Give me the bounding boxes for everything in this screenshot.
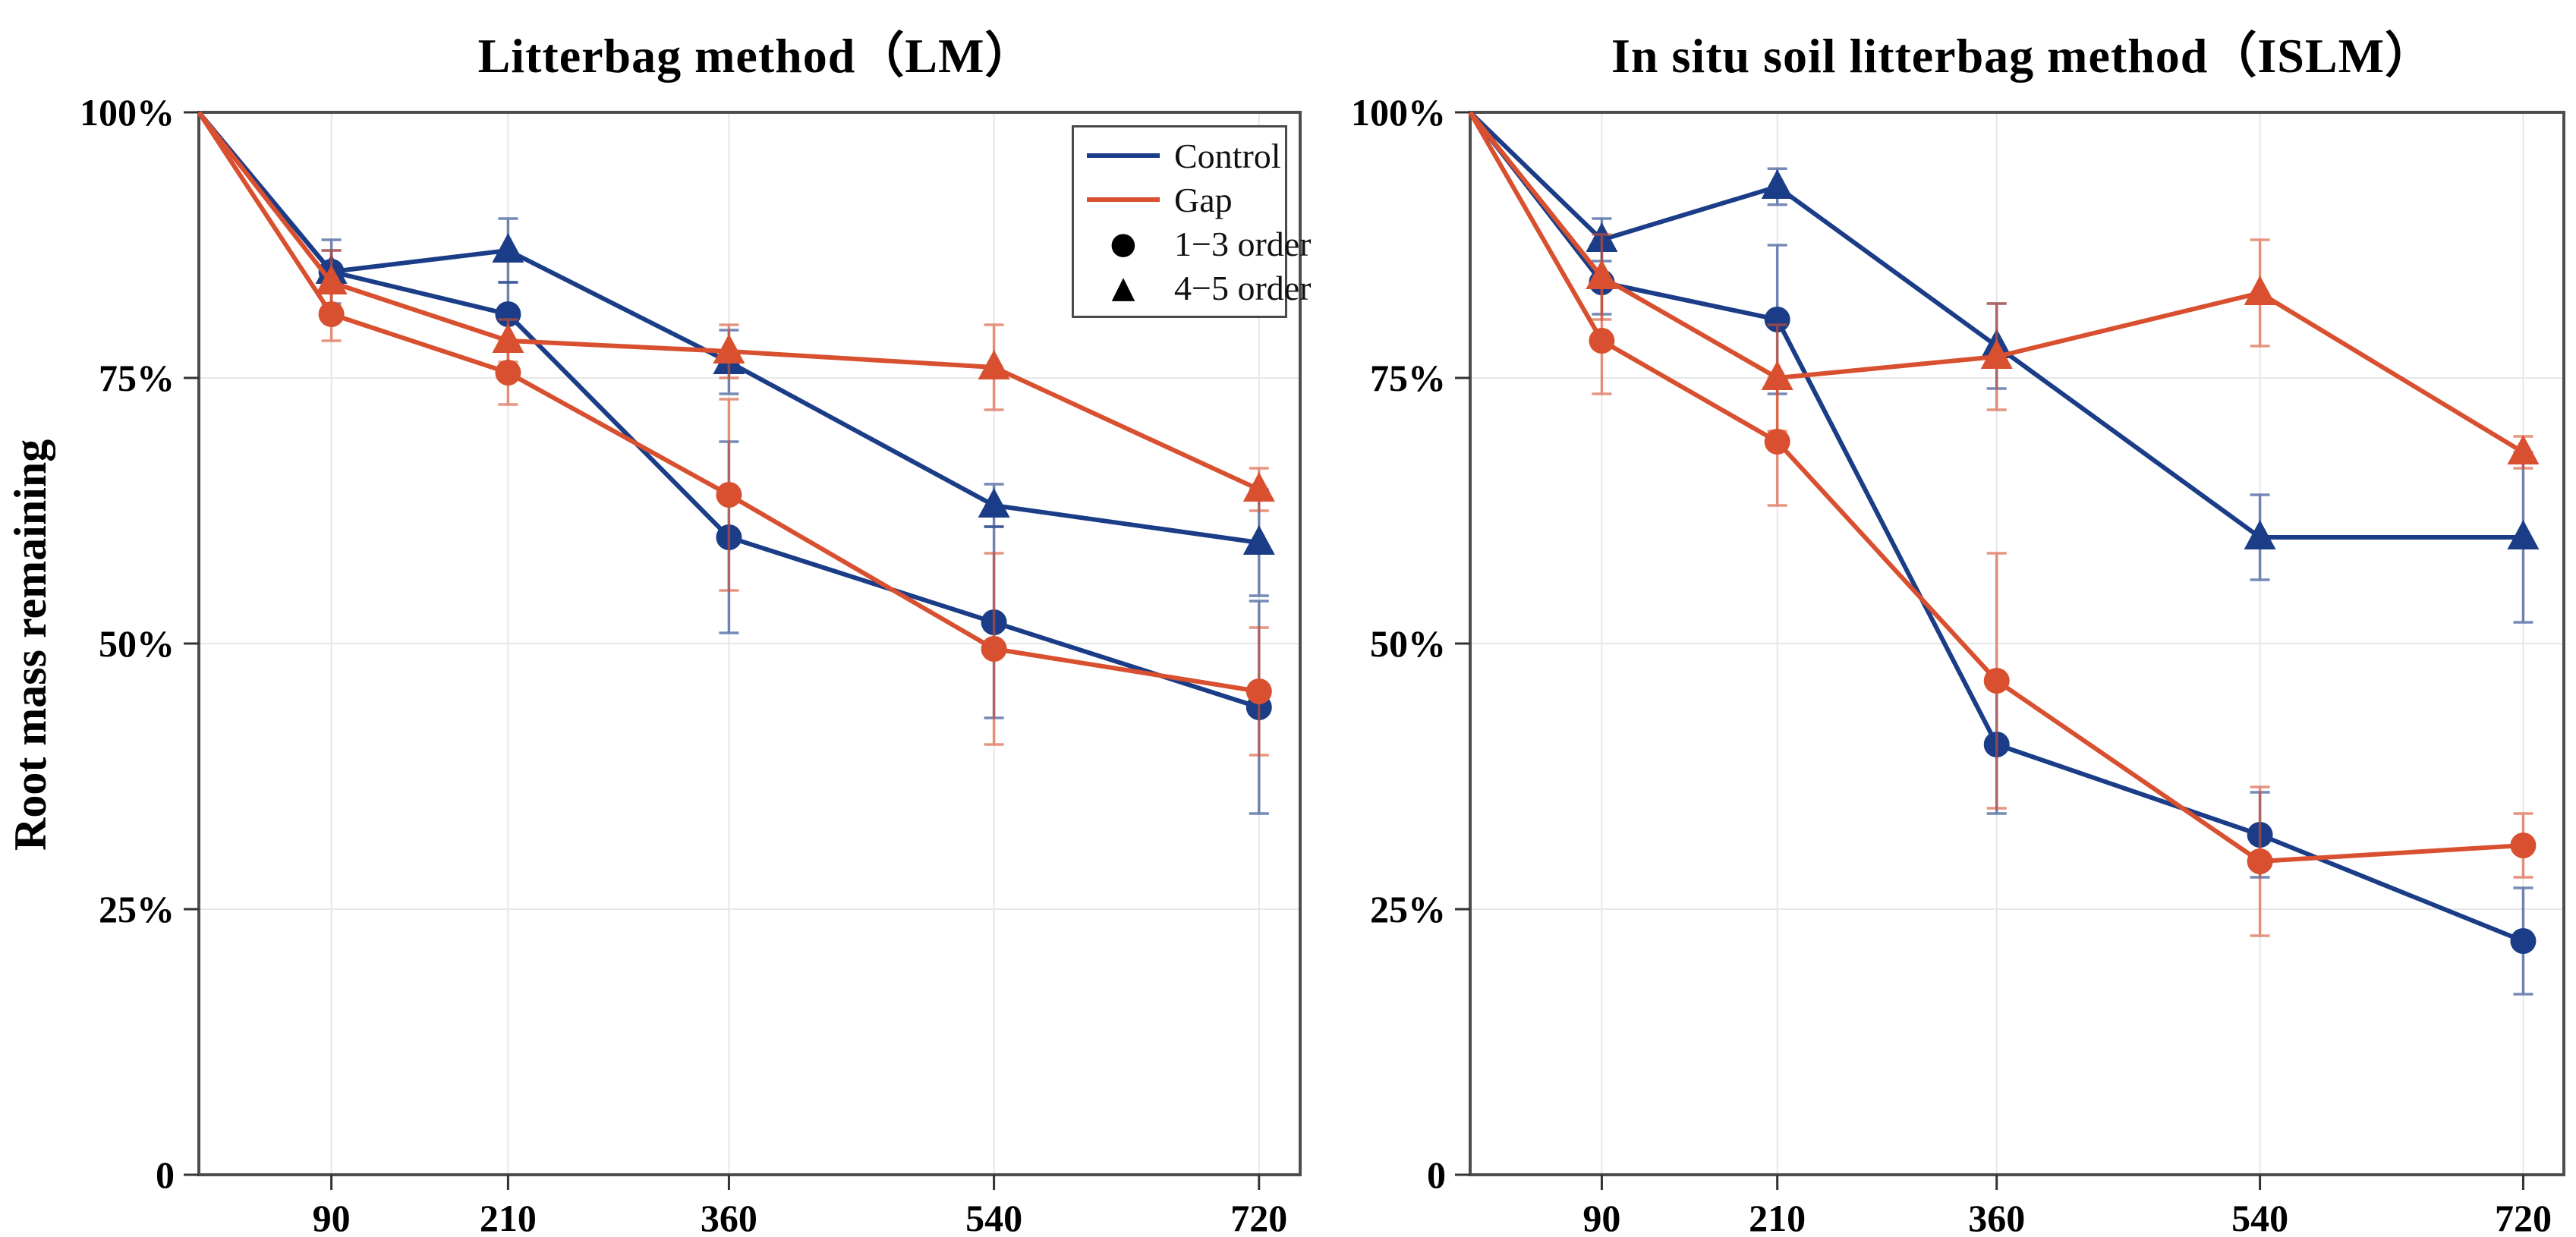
x-tick-label: 90: [1582, 1197, 1620, 1237]
data-point-circle: [1589, 328, 1615, 354]
x-tick-label: 210: [1749, 1197, 1806, 1237]
series-line: [197, 111, 1260, 694]
data-point-circle: [981, 636, 1007, 662]
data-point-circle: [716, 482, 742, 508]
series-line: [1468, 110, 2524, 540]
data-point-triangle: [2244, 520, 2276, 549]
data-point-circle: [495, 360, 521, 386]
data-point-triangle: [1242, 472, 1275, 502]
legend-box: Control Gap ● 1−3 order ▲ 4−5 order: [1072, 125, 1312, 318]
legend-item-gap: Gap: [1085, 178, 1280, 221]
series-line: [1468, 111, 2524, 943]
y-tick-label: 0: [1427, 1154, 1446, 1196]
series-line: [197, 111, 1260, 545]
legend-item-order13: ● 1−3 order: [1085, 222, 1312, 265]
y-tick-label: 100%: [1351, 91, 1446, 134]
data-point-circle: [1764, 429, 1790, 455]
y-tick-label: 100%: [80, 91, 175, 134]
y-tick-label: 75%: [1370, 357, 1446, 399]
data-point-triangle: [2507, 435, 2540, 464]
circle-marker-icon: ●: [1110, 226, 1137, 261]
data-point-triangle: [1761, 360, 1793, 390]
x-tick-label: 720: [2495, 1197, 2552, 1237]
y-tick-label: 50%: [99, 622, 175, 665]
x-tick-label: 360: [701, 1197, 757, 1237]
triangle-marker-icon: ▲: [1111, 270, 1135, 305]
data-point-circle: [2247, 848, 2273, 874]
x-tick-label: 720: [1230, 1197, 1287, 1237]
data-point-triangle: [1242, 525, 1275, 555]
data-point-triangle: [978, 488, 1010, 518]
chart-panel: 100% 75% 50% 25% 0 90 210 360 540 720: [80, 91, 1302, 1237]
series-line: [1468, 111, 2524, 455]
y-tick-label: 25%: [99, 888, 175, 930]
panel-title-islm: In situ soil litterbag method（ISLM）: [1611, 29, 2434, 83]
legend-item-label: Control: [1174, 136, 1281, 175]
data-point-triangle: [1761, 169, 1793, 199]
series-gap-4-5: [197, 111, 1275, 512]
data-point-triangle: [1586, 260, 1618, 289]
x-tick-label: 90: [313, 1197, 351, 1237]
data-point-circle: [1983, 668, 2010, 694]
control-line-sample: [1085, 153, 1162, 158]
gap-line-sample: [1085, 197, 1162, 202]
legend-item-label: Gap: [1174, 180, 1233, 219]
data-point-triangle: [2507, 520, 2540, 549]
series-line: [1468, 111, 2524, 864]
y-axis-label: Root mass remaining: [5, 439, 55, 851]
data-point-triangle: [713, 334, 745, 364]
data-point-circle: [2510, 928, 2537, 954]
data-point-triangle: [315, 265, 348, 294]
panel-title-lm: Litterbag method（LM）: [477, 29, 1034, 83]
y-tick-label: 25%: [1370, 888, 1446, 930]
data-point-triangle: [1980, 339, 2013, 369]
legend-item-order45: ▲ 4−5 order: [1085, 266, 1312, 309]
x-tick-label: 360: [1968, 1197, 2025, 1237]
data-point-triangle: [2244, 275, 2276, 305]
x-tick-label: 210: [480, 1197, 537, 1237]
chart-panel: 100% 75% 50% 25% 0 90 210 360 540 720: [1351, 91, 2565, 1237]
data-point-circle: [2510, 833, 2537, 858]
data-point-triangle: [492, 323, 524, 353]
data-point-triangle: [492, 233, 524, 263]
legend-item-label: 4−5 order: [1174, 268, 1312, 307]
legend-item-label: 1−3 order: [1174, 224, 1312, 263]
y-tick-label: 75%: [99, 357, 175, 399]
series-gap-1-3: [1468, 111, 2537, 937]
y-tick-label: 0: [156, 1154, 175, 1196]
x-tick-label: 540: [965, 1197, 1022, 1237]
x-tick-label: 540: [2231, 1197, 2288, 1237]
legend-item-control: Control: [1085, 134, 1281, 177]
y-tick-label: 50%: [1370, 622, 1446, 665]
series-line: [197, 111, 1261, 492]
series-gap-4-5: [1468, 111, 2540, 470]
data-point-triangle: [978, 350, 1010, 379]
data-point-circle: [1245, 678, 1272, 704]
